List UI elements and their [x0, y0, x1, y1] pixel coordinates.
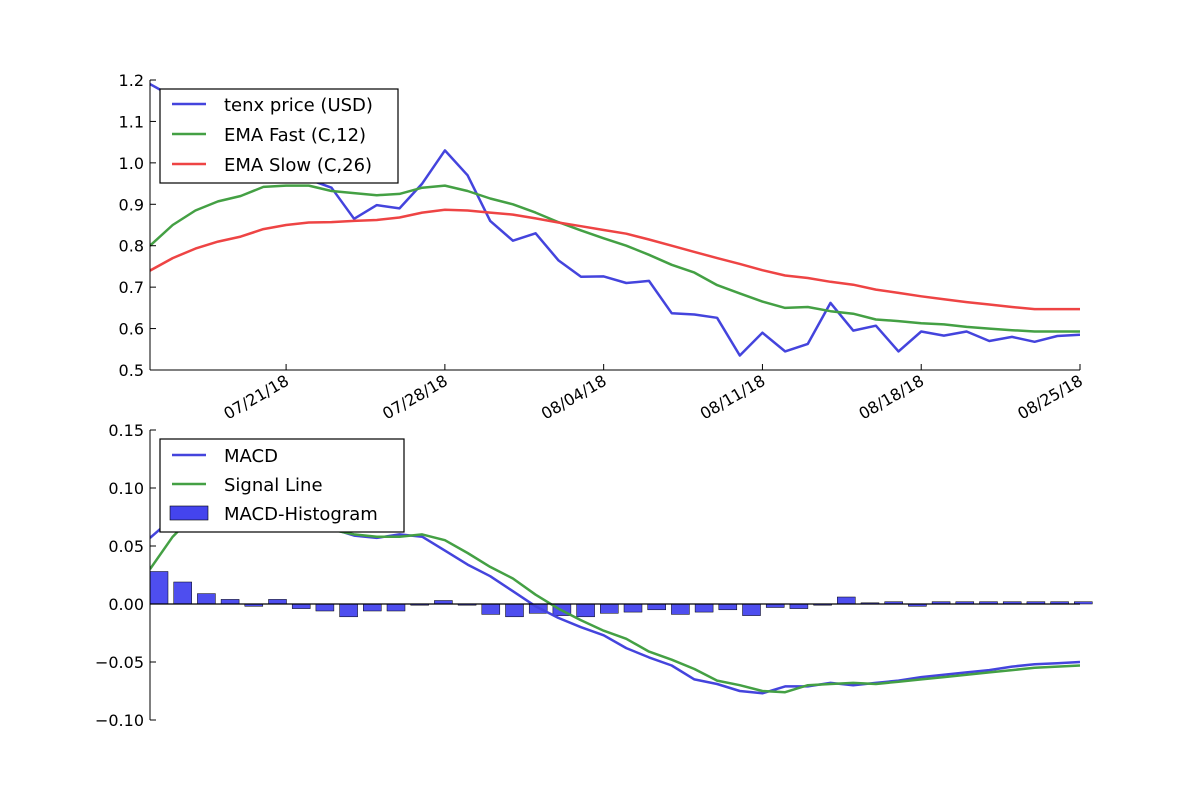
histogram-bar: [220, 599, 240, 605]
histogram-bar: [837, 596, 856, 605]
ema-slow-line: [150, 208, 1080, 311]
legend-label-ema-fast: EMA Fast (C,12): [224, 125, 366, 146]
macd-axes: −0.10 −0.05 0.00 0.05 0.10 0.15: [95, 421, 1080, 730]
price-y-tick-label: 0.7: [119, 278, 144, 297]
price-x-tick-label: 07/28/18: [379, 371, 451, 423]
histogram-bar: [742, 603, 761, 616]
price-x-tick-label: 08/25/18: [1014, 371, 1086, 423]
price-y-tick-label: 0.5: [119, 361, 144, 380]
histogram-bar: [623, 603, 643, 613]
histogram-bar: [505, 603, 524, 618]
price-panel: 0.5 0.6 0.7 0.8 0.9 1.0 1.1 1.2 07/21/18 07/28/18…: [119, 71, 1086, 423]
histogram-bar: [149, 571, 169, 605]
histogram-bar: [600, 603, 619, 614]
legend-label-histogram: MACD-Histogram: [224, 504, 378, 525]
histogram-bar: [1074, 601, 1093, 605]
price-x-tick-label: 08/11/18: [697, 371, 769, 423]
legend-swatch-histogram: [169, 505, 209, 521]
histogram-bar: [718, 603, 738, 611]
histogram-bar: [789, 603, 809, 609]
macd-y-tick-label: 0.05: [108, 537, 144, 556]
price-y-tick-label: 1.1: [119, 112, 144, 131]
histogram-bar: [268, 599, 287, 605]
legend-label-signal: Signal Line: [224, 475, 323, 496]
legend-label-price: tenx price (USD): [224, 95, 373, 116]
macd-y-tick-label: −0.05: [95, 653, 144, 672]
macd-y-tick-label: −0.10: [95, 711, 144, 730]
ema-fast-line: [150, 184, 1080, 333]
price-y-tick-label: 0.8: [119, 237, 144, 256]
legend-label-macd: MACD: [224, 446, 278, 467]
price-legend: tenx price (USD) EMA Fast (C,12) EMA Slo…: [159, 88, 399, 184]
price-x-tick-label: 07/21/18: [220, 371, 292, 423]
histogram-bar: [173, 581, 192, 605]
macd-panel: −0.10 −0.05 0.00 0.05 0.10 0.15 MACD Signal L…: [95, 421, 1093, 730]
price-x-tick-label: 08/18/18: [855, 371, 927, 423]
histogram-bar: [694, 603, 714, 613]
histogram-bar: [339, 603, 358, 618]
histogram-bar: [481, 603, 501, 615]
price-x-tick-label: 08/04/18: [538, 371, 610, 423]
histogram-bar: [197, 593, 216, 605]
histogram-bar: [291, 603, 311, 609]
macd-y-tick-label: 0.00: [108, 595, 144, 614]
legend-label-ema-slow: EMA Slow (C,26): [224, 155, 372, 176]
macd-histogram-layer: [149, 571, 1093, 618]
price-y-tick-label: 0.6: [119, 320, 144, 339]
macd-y-tick-label: 0.15: [108, 421, 144, 440]
macd-legend: MACD Signal Line MACD-Histogram: [159, 438, 405, 533]
histogram-bar: [671, 603, 690, 615]
price-y-tick-label: 1.0: [119, 154, 144, 173]
histogram-bar: [647, 603, 666, 611]
price-y-tick-label: 0.9: [119, 195, 144, 214]
histogram-bar: [315, 603, 335, 612]
price-y-tick-label: 1.2: [119, 71, 144, 90]
histogram-bar: [576, 603, 595, 618]
histogram-bar: [363, 603, 382, 612]
macd-y-tick-label: 0.10: [108, 479, 144, 498]
histogram-bar: [386, 603, 406, 612]
